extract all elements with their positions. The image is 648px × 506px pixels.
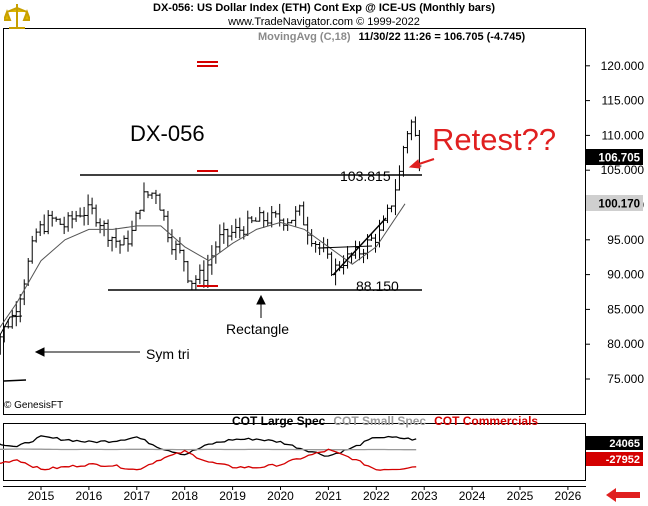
scroll-right-arrow[interactable] bbox=[606, 488, 640, 502]
y-tick-label: 110.000 bbox=[602, 128, 645, 142]
y-tick-label: 105.000 bbox=[601, 163, 645, 177]
x-tick-label: 2020 bbox=[267, 489, 294, 503]
cot-lines bbox=[0, 435, 417, 471]
y-tick-label: 120.000 bbox=[601, 59, 645, 73]
y-tick-label: 90.000 bbox=[607, 268, 644, 282]
cot-panel bbox=[3, 423, 586, 481]
cot-commercials-legend: COT Commercials bbox=[434, 414, 539, 428]
x-tick-label: 2025 bbox=[507, 489, 534, 503]
x-tick-label: 2023 bbox=[411, 489, 438, 503]
red-markers bbox=[197, 61, 218, 287]
resistance-label: 103.815 bbox=[340, 168, 391, 184]
price-panel bbox=[3, 28, 586, 415]
symbol-label: DX-056 bbox=[130, 121, 205, 146]
retest-label: Retest?? bbox=[432, 122, 557, 157]
cot-large-legend: COT Large Spec bbox=[232, 414, 326, 428]
copyright: © GenesisFT bbox=[4, 400, 64, 411]
current-value-box bbox=[586, 149, 643, 165]
x-tick-label: 2018 bbox=[171, 489, 198, 503]
sym-tri-arrow bbox=[34, 347, 140, 357]
sym-triangle-lower bbox=[0, 315, 23, 336]
cot-comm-box bbox=[586, 452, 643, 466]
x-tick-label: 2022 bbox=[363, 489, 390, 503]
ma-value-box bbox=[586, 195, 643, 211]
cot-large-box bbox=[586, 436, 643, 450]
rectangle-label: Rectangle bbox=[226, 321, 290, 337]
y-axis: 75.00080.00085.00090.00095.000100.000105… bbox=[586, 59, 644, 386]
x-tick-label: 2021 bbox=[315, 489, 342, 503]
price-stamp: 11/30/22 11:26 = 106.705 (-4.745) bbox=[358, 31, 526, 43]
cot-large-value: 24065 bbox=[609, 438, 640, 450]
ma-value: 100.170 bbox=[598, 199, 640, 211]
y-tick-label: 115.000 bbox=[602, 94, 645, 108]
sym-tri-label: Sym tri bbox=[146, 346, 190, 362]
x-tick-label: 2024 bbox=[459, 489, 486, 503]
sym-triangle-line bbox=[3, 379, 27, 382]
cot-commercials-line bbox=[0, 448, 417, 471]
cot-comm-value: -27952 bbox=[606, 454, 640, 466]
logo-icon bbox=[4, 4, 30, 29]
cot-legend: COT Large Spec COT Small Spec COT Commerci… bbox=[232, 414, 538, 428]
current-value: 106.705 bbox=[598, 153, 640, 165]
support-label: 88.150 bbox=[356, 278, 399, 294]
retest-arrow bbox=[408, 158, 435, 169]
x-tick-label: 2017 bbox=[123, 489, 150, 503]
y-tick-label: 95.000 bbox=[607, 233, 644, 247]
x-tick-label: 2016 bbox=[76, 489, 103, 503]
chart-title: DX-056: US Dollar Index (ETH) Cont Exp @… bbox=[153, 2, 495, 14]
x-tick-label: 2015 bbox=[28, 489, 55, 503]
moving-average-line bbox=[0, 203, 406, 329]
trendline-base bbox=[317, 245, 373, 249]
site-credit: www.TradeNavigator.com © 1999-2022 bbox=[228, 16, 420, 28]
price-bars bbox=[0, 116, 422, 355]
cot-small-spec-line bbox=[0, 448, 417, 451]
ma-label: MovingAvg (C,18) bbox=[258, 31, 351, 43]
x-tick-label: 2026 bbox=[555, 489, 582, 503]
y-tick-label: 75.000 bbox=[607, 372, 644, 386]
x-tick-label: 2019 bbox=[219, 489, 246, 503]
y-tick-label: 85.000 bbox=[607, 302, 644, 316]
y-tick-label: 80.000 bbox=[607, 337, 644, 351]
cot-large-spec-line bbox=[0, 435, 417, 457]
cot-small-legend: COT Small Spec bbox=[333, 414, 427, 428]
rectangle-arrow bbox=[256, 294, 266, 318]
x-axis: 2015 2016 2017 2018 2019 2020 2021 2022 2023 2024… bbox=[28, 486, 582, 503]
ma-legend: MovingAvg (C,18) 11/30/22 11:26 = 106.705… bbox=[258, 31, 525, 43]
